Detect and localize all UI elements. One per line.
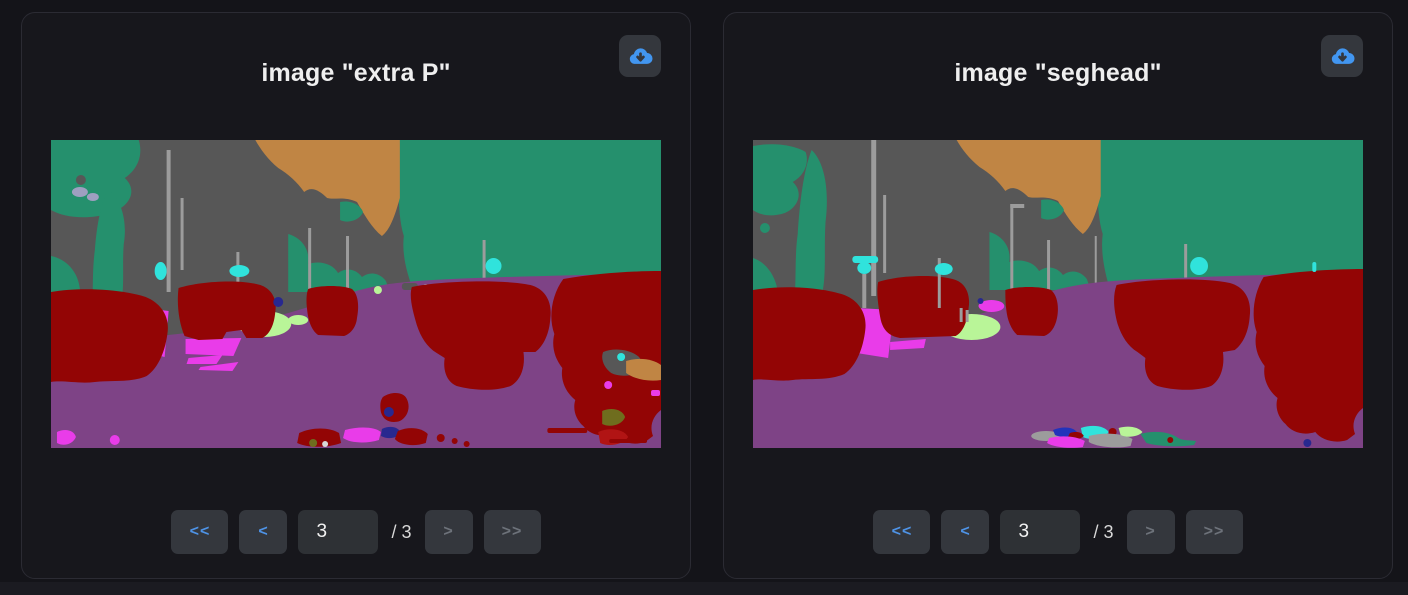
segmentation-image-extra-p (51, 140, 661, 448)
image-panel-extra-p: image "extra P" (21, 12, 691, 579)
bottom-strip (0, 582, 1408, 595)
cloud-download-icon (627, 43, 654, 70)
page-number-input[interactable] (1000, 510, 1081, 554)
vegetation-region (753, 140, 1363, 352)
next-page-button[interactable]: > (424, 510, 473, 554)
car-detail-region (852, 256, 1317, 322)
next-page-button[interactable]: > (1126, 510, 1175, 554)
first-page-button[interactable]: << (171, 510, 229, 554)
panel-title: image "extra P" (261, 59, 451, 87)
car-region (51, 271, 661, 444)
cloud-download-icon (1329, 43, 1356, 70)
download-button[interactable] (1321, 35, 1363, 77)
last-page-button[interactable]: >> (1185, 510, 1243, 554)
page-number-input[interactable] (298, 510, 379, 554)
car-detail-region (154, 258, 661, 445)
first-page-button[interactable]: << (873, 510, 931, 554)
car-region (753, 269, 1363, 442)
prev-page-button[interactable]: < (239, 510, 288, 554)
prev-page-button[interactable]: < (941, 510, 990, 554)
image-panel-seghead: image "seghead" (723, 12, 1393, 579)
detail-region (762, 140, 1188, 311)
segmentation-image-seghead (753, 140, 1363, 448)
page-total-label: / 3 (391, 521, 412, 542)
pager: << < / 3 > >> (724, 510, 1392, 554)
panel-title: image "seghead" (954, 59, 1162, 87)
last-page-button[interactable]: >> (483, 510, 541, 554)
pager: << < / 3 > >> (22, 510, 690, 554)
detail-region (51, 140, 486, 334)
road-debris-region (1031, 425, 1312, 448)
page-total-label: / 3 (1093, 521, 1114, 542)
road-debris-region (56, 393, 470, 447)
download-button[interactable] (619, 35, 661, 77)
